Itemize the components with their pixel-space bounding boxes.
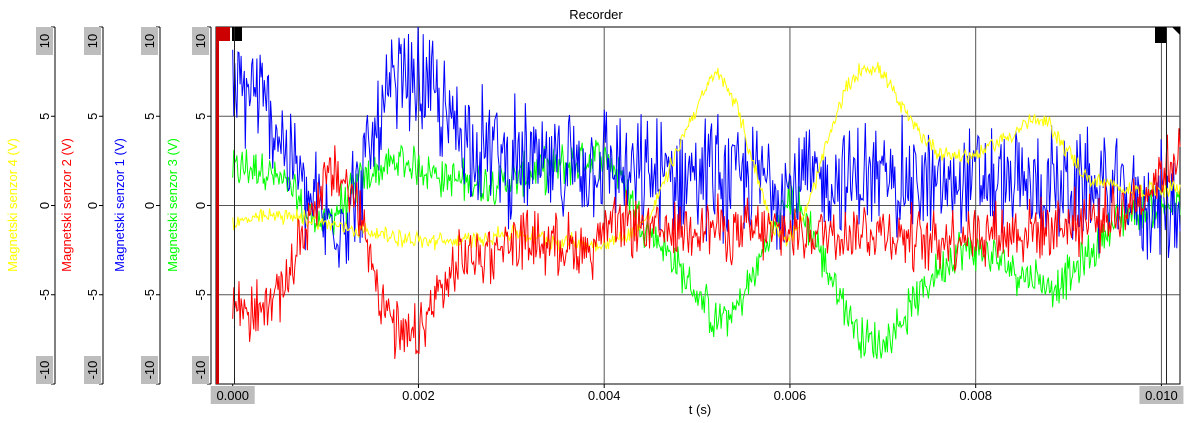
x-tick-label: 0.002 <box>402 388 435 403</box>
red-cursor-line[interactable] <box>216 27 219 384</box>
y-tick-label: 5 <box>142 113 157 120</box>
y-tick-label: 0 <box>37 202 52 209</box>
x-axis: 0.000 0.002 0.004 0.006 0.008 0.010 <box>210 384 1184 404</box>
left-cursor-handle[interactable] <box>232 27 242 41</box>
y-tick-label-bg <box>141 27 158 55</box>
y-axes-group: 10 5 0 -5 -10 Magnetski senzor 4 (V) 10 5 0 -5 -10… <box>5 26 212 385</box>
y-tick-label-bg <box>36 356 53 384</box>
y-tick-label: -5 <box>142 289 157 301</box>
y-tick-label-bg <box>192 356 209 384</box>
y-tick-label-bg <box>84 356 101 384</box>
left-cursor-line[interactable] <box>234 27 235 384</box>
y-tick-label: 0 <box>193 202 208 209</box>
y-tick-label: 10 <box>85 34 100 48</box>
x-tick-label: 0.010 <box>1145 388 1178 403</box>
cursor-markers[interactable] <box>216 27 1180 384</box>
series-layer <box>232 26 1181 360</box>
y-tick-label-bg <box>192 27 209 55</box>
corner-arrow-icon[interactable] <box>1172 27 1180 35</box>
grid-lines <box>216 27 1180 384</box>
y-tick-label-bg <box>84 27 101 55</box>
y-tick-label: 10 <box>193 34 208 48</box>
y-tick-label: 10 <box>142 34 157 48</box>
y-tick-label: 10 <box>37 34 52 48</box>
series-s2-line <box>232 128 1181 360</box>
y-tick-label: -10 <box>142 361 157 380</box>
y-axis-title: Magnetski senzor 3 (V) <box>165 138 180 272</box>
y-axis-title: Magnetski senzor 4 (V) <box>5 138 20 272</box>
x-tick-label: 0.006 <box>774 388 807 403</box>
y-tick-label: -5 <box>193 289 208 301</box>
chart-title: Recorder <box>569 7 623 22</box>
x-tick-label-bg <box>1139 386 1184 404</box>
red-cursor-handle[interactable] <box>216 27 230 41</box>
y-tick-label: -10 <box>193 361 208 380</box>
y-tick-label: -5 <box>85 289 100 301</box>
y-tick-label: -10 <box>37 361 52 380</box>
right-cursor-handle[interactable] <box>1155 27 1166 43</box>
series-s1-line <box>232 26 1181 268</box>
x-tick-label: 0.008 <box>959 388 992 403</box>
x-tick-label: 0.004 <box>588 388 621 403</box>
right-cursor-line[interactable] <box>1166 27 1167 384</box>
y-tick-label: 5 <box>37 113 52 120</box>
y-tick-label: 0 <box>142 202 157 209</box>
y-tick-label: 5 <box>193 113 208 120</box>
y-tick-label: 5 <box>85 113 100 120</box>
x-tick-label-bg <box>210 386 255 404</box>
y-axis-title: Magnetski senzor 2 (V) <box>59 138 74 272</box>
y-axis-title: Magnetski senzor 1 (V) <box>112 138 127 272</box>
y-tick-label: 0 <box>85 202 100 209</box>
series-s4-line <box>232 62 1181 252</box>
y-tick-label: -10 <box>85 361 100 380</box>
series-s3-line <box>232 139 1181 360</box>
y-tick-label-bg <box>141 356 158 384</box>
y-tick-label-bg <box>36 27 53 55</box>
x-axis-title: t (s) <box>689 402 711 417</box>
x-tick-label: 0.000 <box>216 388 249 403</box>
y-tick-label: -5 <box>37 289 52 301</box>
